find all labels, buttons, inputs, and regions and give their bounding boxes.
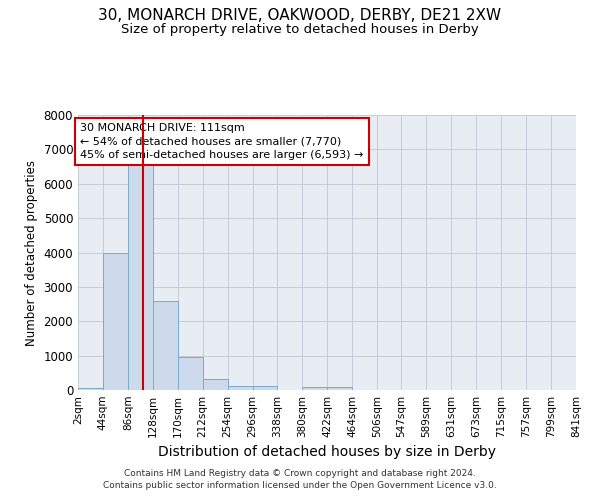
Bar	[227, 386, 253, 390]
Text: 30 MONARCH DRIVE: 111sqm
← 54% of detached houses are smaller (7,770)
45% of sem: 30 MONARCH DRIVE: 111sqm ← 54% of detach…	[80, 123, 364, 160]
Bar	[178, 358, 203, 390]
Bar	[128, 165, 153, 390]
Bar	[203, 378, 227, 390]
Bar	[78, 388, 103, 390]
Bar	[327, 386, 352, 390]
Text: Size of property relative to detached houses in Derby: Size of property relative to detached ho…	[121, 22, 479, 36]
Bar	[103, 252, 128, 390]
X-axis label: Distribution of detached houses by size in Derby: Distribution of detached houses by size …	[158, 446, 496, 460]
Bar	[253, 386, 277, 390]
Text: 30, MONARCH DRIVE, OAKWOOD, DERBY, DE21 2XW: 30, MONARCH DRIVE, OAKWOOD, DERBY, DE21 …	[98, 8, 502, 22]
Y-axis label: Number of detached properties: Number of detached properties	[25, 160, 38, 346]
Text: Contains HM Land Registry data © Crown copyright and database right 2024.
Contai: Contains HM Land Registry data © Crown c…	[103, 468, 497, 490]
Bar	[302, 386, 327, 390]
Bar	[153, 300, 178, 390]
